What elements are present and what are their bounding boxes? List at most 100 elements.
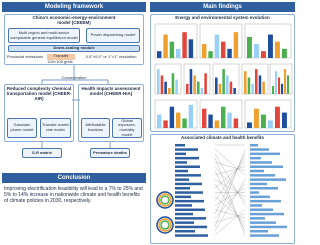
thumbnail-shape xyxy=(204,73,207,94)
thumbnail-shape xyxy=(156,216,174,234)
thumbnail-shape xyxy=(175,191,203,194)
thumbnail-shape xyxy=(227,48,232,58)
thumbnail-shape xyxy=(202,44,207,58)
thumbnail-shape xyxy=(214,166,246,176)
thumbnail-shape xyxy=(250,221,276,224)
thumbnail-shape xyxy=(275,41,280,58)
chart-thumbnails xyxy=(154,23,293,237)
benefits-title: Associated climate and health benefits xyxy=(180,135,265,140)
thumbnail-shape xyxy=(176,48,181,58)
exposure-box: Global exposure-mortality model xyxy=(112,118,142,138)
thumbnail-shape xyxy=(214,162,246,171)
thumbnail-shape xyxy=(175,144,185,147)
thumbnail-shape xyxy=(250,156,261,160)
thumbnail-shape xyxy=(175,182,202,186)
thumbnail-shape xyxy=(197,81,200,94)
thumbnail-shape xyxy=(275,106,280,128)
ceeem-frame xyxy=(4,14,144,65)
thumbnail-shape xyxy=(250,182,267,186)
thumbnail-shape xyxy=(215,77,218,94)
thumbnail-shape xyxy=(258,75,262,94)
benefits-frame xyxy=(150,134,295,244)
thumbnail-shape xyxy=(287,75,290,94)
thumbnail-shape xyxy=(214,209,246,236)
arrows xyxy=(41,65,111,148)
thumbnail-shape xyxy=(175,187,190,190)
thumbnail-shape xyxy=(250,195,270,199)
thumbnail-shape xyxy=(182,118,187,128)
grids: 100×100 grids xyxy=(47,59,73,64)
thumbnail-shape xyxy=(250,165,283,168)
thumbnail-shape xyxy=(214,34,220,58)
thumbnail-shape xyxy=(268,34,273,58)
header: Modeling framework xyxy=(2,2,146,12)
thumbnail-shape xyxy=(255,69,258,94)
thumbnail-shape xyxy=(193,75,196,94)
thumbnail-shape xyxy=(182,32,187,58)
thumbnail-shape xyxy=(175,152,186,156)
thumbnail-shape xyxy=(175,234,208,237)
air-title: Reduced complexity chemical transportati… xyxy=(6,86,72,102)
gaussian-box: Gaussian plume model xyxy=(7,118,37,138)
ceeem-title: China's economic-energy-environment mode… xyxy=(32,15,116,26)
thumbnail-shape xyxy=(244,71,247,94)
thumbnail-shape xyxy=(156,191,174,209)
matrix-box: Transfer-matrix rate matrix xyxy=(40,118,71,138)
thumbnail-shape xyxy=(262,81,265,94)
thumbnail-shape xyxy=(247,122,252,128)
thumbnail-shape xyxy=(175,204,192,207)
thumbnail-shape xyxy=(160,195,170,205)
thumbnail-shape xyxy=(282,112,287,128)
page: Modeling framework China's economic-ener… xyxy=(0,0,297,245)
thumbnail-shape xyxy=(175,212,193,216)
power-box: Power dispatching model xyxy=(86,28,140,43)
thumbnail-shape xyxy=(261,114,266,128)
hia-title: Health impacts assessment model (CHEER-H… xyxy=(81,86,141,97)
thumbnail-shape xyxy=(175,156,199,160)
thumbnail-shape xyxy=(268,120,273,128)
thumbnail-shape xyxy=(208,114,213,128)
thumbnail-shape xyxy=(250,234,279,237)
thumbnail-shape xyxy=(247,36,252,58)
thumbnail-shape xyxy=(214,183,246,219)
thumbnail-shape xyxy=(278,77,281,94)
thumbnail-shape xyxy=(275,71,278,94)
thumbnail-shape xyxy=(214,149,246,176)
thumbnail-shape xyxy=(218,83,222,94)
thumbnail-shape xyxy=(188,104,194,128)
findings-header: Main findings xyxy=(150,2,295,12)
thumbnail-shape xyxy=(189,69,193,94)
hia-frame xyxy=(78,84,144,142)
thumbnail-shape xyxy=(175,79,178,94)
thumbnail-shape xyxy=(254,44,259,58)
thumbnail-shape xyxy=(175,217,206,220)
thumbnail-shape xyxy=(175,148,198,151)
thumbnail-shape xyxy=(250,152,280,156)
thumbnail-shape xyxy=(157,69,160,94)
thumbnail-shape xyxy=(282,48,287,58)
deaths: Premature deaths xyxy=(90,148,130,158)
conclusion-text: Improving electrification feasibility wi… xyxy=(4,186,143,204)
thumbnail-shape xyxy=(169,41,175,58)
thumbnail-shape xyxy=(250,191,259,194)
thumbnail-shape xyxy=(158,218,172,232)
thumbnail-shape xyxy=(226,75,229,94)
thumbnail-shape xyxy=(160,220,170,230)
thumbnail-shape xyxy=(214,153,246,214)
thumbnail-shape xyxy=(250,217,265,220)
thumbnail-shape xyxy=(175,169,188,173)
thumbnail-shape xyxy=(221,41,226,58)
thumbnail-shape xyxy=(214,209,246,219)
thumbnail-shape xyxy=(175,225,207,229)
thumbnail-shape xyxy=(254,108,259,128)
thumbnail-shape xyxy=(233,118,239,128)
thumbnail-shape xyxy=(214,179,246,232)
thumbnail-shape xyxy=(250,225,287,229)
thumbnail-shape xyxy=(250,178,286,181)
thumbnail-shape xyxy=(175,199,204,203)
thumbnail-shape xyxy=(163,34,168,58)
resolution: 0.5°×0.5° or 1°×1° resolution xyxy=(85,54,137,59)
thumbnail-shape xyxy=(233,32,239,58)
thumbnail-shape xyxy=(250,169,264,173)
thumbnail-shape xyxy=(175,195,191,199)
